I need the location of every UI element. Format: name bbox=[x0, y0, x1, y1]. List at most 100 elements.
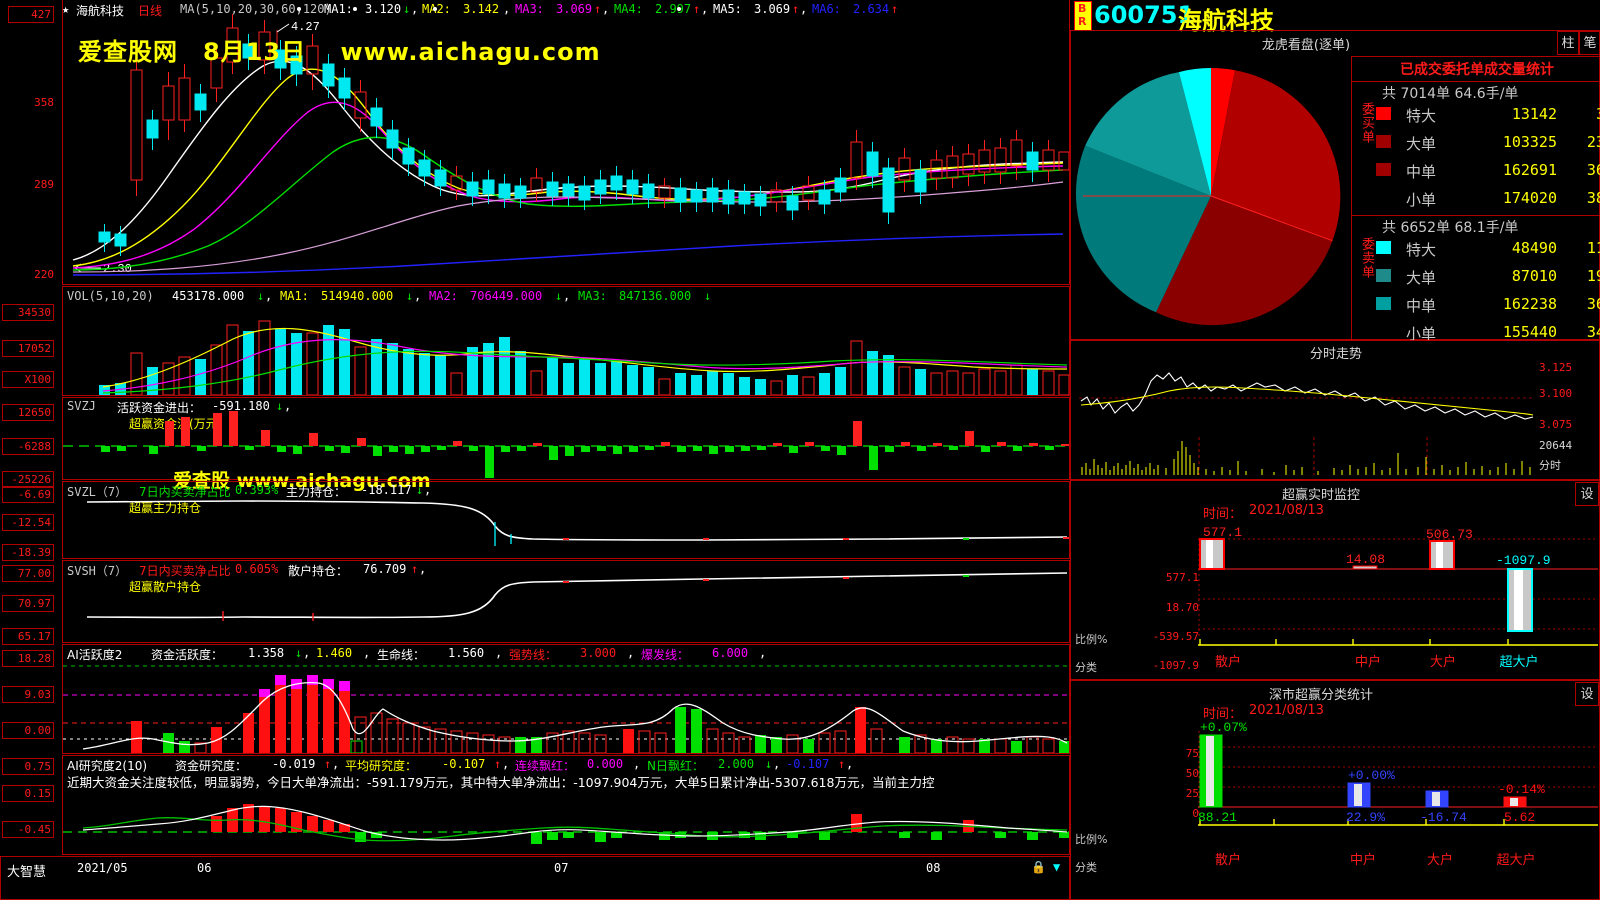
class-cat-1: 中户 bbox=[1349, 853, 1376, 868]
ai-research-f5-arrow: ↑ bbox=[838, 757, 846, 771]
ai-active-f1-comma: , bbox=[303, 646, 311, 660]
class-settings-button[interactable]: 设 bbox=[1575, 682, 1599, 706]
ma3-value: 3.069 bbox=[556, 2, 593, 16]
sell-value-0: 48490 bbox=[1511, 239, 1557, 257]
order-stats-table: 已成交委托单成交量统计 共 7014单 64.6手/单 委买单 特大 13142… bbox=[1351, 56, 1600, 343]
svzl-main-label: 主力持仓： bbox=[286, 485, 347, 499]
svzl-axis-tick-1: -12.54 bbox=[2, 514, 54, 531]
monitor-cat-3: 超大户 bbox=[1499, 655, 1539, 670]
buy-value-0: 13142 bbox=[1511, 105, 1557, 123]
app-name: 大智慧 bbox=[7, 865, 47, 880]
scroll-down-icon[interactable]: ▼ bbox=[1053, 860, 1061, 874]
vol-title: VOL(5,10,20) bbox=[67, 289, 154, 303]
ma6-arrow: ↑ bbox=[891, 2, 899, 16]
class-time-label: 时间： bbox=[1203, 707, 1243, 722]
svsh-panel[interactable]: SVSH（7） 7日内买卖净占比 0.605% 散户持仓： 76.709 ↑ ,… bbox=[62, 560, 1070, 643]
svsh-line-svg bbox=[86, 572, 1068, 621]
intraday-volume-svg bbox=[1081, 437, 1531, 475]
ai-research-code: AI研究度2(10) bbox=[67, 759, 148, 773]
svzl-comma: , bbox=[424, 483, 432, 497]
ai-research-f4-arrow: ↓ bbox=[765, 757, 773, 771]
buy-pct-2: 36% bbox=[1586, 161, 1600, 179]
svzj-axis-tick-0: 12650 bbox=[2, 404, 54, 421]
buy-swatch-1 bbox=[1376, 135, 1391, 148]
ai-active-f2-value: 1.460 bbox=[316, 646, 353, 660]
ma1-arrow: ↓ bbox=[403, 2, 411, 16]
bs-badge[interactable]: B R bbox=[1074, 1, 1092, 31]
intraday-panel[interactable]: 分时走势 3.125 3.100 3.075 bbox=[1070, 340, 1600, 480]
ai-research-f3-value: 0.000 bbox=[587, 757, 624, 771]
divider-1 bbox=[1352, 81, 1600, 82]
svzl-subtitle: 超赢主力持仓 bbox=[129, 501, 202, 515]
svzj-value: -591.180 bbox=[212, 399, 270, 413]
ma2-sep: , bbox=[503, 2, 511, 16]
star-icon[interactable]: ★ bbox=[62, 2, 70, 16]
order-stats-title: 已成交委托单成交量统计 bbox=[1400, 62, 1554, 78]
ai-research-axis-tick-1: 0.15 bbox=[2, 785, 54, 802]
vol-panel[interactable]: VOL(5,10,20) 453178.000 ↓ , MA1: 514940.… bbox=[62, 286, 1070, 396]
svzj-panel[interactable]: SVZJ 活跃资金进出： -591.180 ↓ , 超赢资金流(万元) 爱查股 … bbox=[62, 397, 1070, 492]
kline-price-axis: 427 358 289 220 bbox=[0, 0, 62, 285]
svzl-panel[interactable]: SVZL（7） 7日内买卖净占比 0.393% 主力持仓： -18.117 ↓ … bbox=[62, 481, 1070, 559]
ma5-arrow: ↑ bbox=[792, 2, 800, 16]
ai-research-f3-label: 连续飘红： bbox=[515, 759, 576, 773]
buy-row-1: 大单 103325 23% bbox=[1376, 131, 1600, 159]
ai-active-f5-comma: , bbox=[759, 646, 767, 660]
classification-panel[interactable]: 深市超赢分类统计 设 时间： 2021/08/13 75 50 25 0 比例%… bbox=[1070, 680, 1600, 900]
longhu-btn-zhu[interactable]: 柱 bbox=[1557, 31, 1579, 55]
class-cat-2: 大户 bbox=[1426, 853, 1453, 868]
ai-active-panel[interactable]: AI活跃度2 资金活跃度： 1.358 ↓ , 1.460 , 生命线： 1.5… bbox=[62, 644, 1070, 754]
vol-ma1-arrow: ↓ bbox=[406, 289, 414, 303]
ai-research-f3-comma: , bbox=[633, 757, 641, 771]
kline-chart[interactable]: 4.27 2.30 bbox=[62, 0, 1070, 285]
ai-research-f5-comma: , bbox=[846, 757, 854, 771]
ai-active-f5-value: 6.000 bbox=[712, 646, 749, 660]
monitor-time: 2021/08/13 bbox=[1249, 503, 1324, 518]
svsh-axis-tick-0: 77.00 bbox=[2, 565, 54, 582]
sell-swatch-2 bbox=[1376, 297, 1391, 310]
ai-research-panel[interactable]: AI研究度2(10) 资金研究度： -0.019 ↑ , 平均研究度： -0.1… bbox=[62, 755, 1070, 855]
svzl-arrow: ↓ bbox=[416, 483, 424, 497]
ai-research-f1-arrow: ↑ bbox=[324, 757, 332, 771]
monitor-settings-button[interactable]: 设 bbox=[1575, 482, 1599, 506]
sell-pct-2: 36% bbox=[1586, 295, 1600, 313]
class-axis-2: 25 bbox=[1185, 787, 1199, 800]
intraday-axis-2: 3.075 bbox=[1539, 418, 1573, 431]
svzj-axis: 12650 -6288 -25226 bbox=[0, 397, 62, 488]
longhu-btn-bi[interactable]: 笔 bbox=[1579, 31, 1600, 55]
date-axis-tick-3: 08 bbox=[926, 861, 941, 875]
sell-pct-1: 19% bbox=[1586, 267, 1600, 285]
buy-pct-0: 3% bbox=[1562, 105, 1600, 123]
svsh-axis-tick-1: 70.97 bbox=[2, 595, 54, 612]
vol-ma3-arrow: ↓ bbox=[704, 289, 712, 303]
ai-active-f4-value: 3.000 bbox=[580, 646, 617, 660]
monitor-panel[interactable]: 超赢实时监控 设 时间： 2021/08/13 577.1 18.70 -539… bbox=[1070, 480, 1600, 680]
vol-ma1-label: MA1: bbox=[280, 289, 309, 303]
longhu-panel[interactable]: 龙虎看盘(逐单) 柱 笔 已成交委托单成交量统计 共 7014单 64.6手/单… bbox=[1070, 30, 1600, 343]
vol-axis-tick-0: 34530 bbox=[2, 304, 54, 321]
svzl-main-value: -18.117 bbox=[361, 483, 412, 497]
vol-value: 453178.000 bbox=[172, 289, 245, 303]
vol-bars-svg bbox=[99, 320, 1069, 395]
class-bars-svg: +0.07% +0.00% -0.14% 88.21 22.9% -16.74 … bbox=[1198, 721, 1598, 826]
vol-sep1: , bbox=[414, 289, 422, 303]
monitor-axis-1: 18.70 bbox=[1165, 601, 1199, 614]
kline-period[interactable]: 日线 bbox=[138, 4, 163, 18]
sell-swatch-1 bbox=[1376, 269, 1391, 282]
intraday-title: 分时走势 bbox=[1309, 347, 1362, 362]
ai-research-f2-comma: , bbox=[502, 757, 510, 771]
svzl-line-svg bbox=[86, 500, 1069, 546]
monitor-cat-2: 大户 bbox=[1429, 655, 1456, 670]
intraday-foot-label: 分时 bbox=[1539, 459, 1561, 472]
ai-research-f4-comma: , bbox=[773, 757, 781, 771]
svzj-label: 活跃资金进出： bbox=[117, 401, 202, 415]
monitor-axis-3: -1097.9 bbox=[1152, 659, 1199, 672]
ai-active-axis-tick-2: 0.00 bbox=[2, 722, 54, 739]
svsh-axis: 77.00 70.97 65.17 bbox=[0, 560, 62, 645]
lock-icon[interactable]: 🔒 bbox=[1031, 860, 1046, 874]
vol-ma2-arrow: ↓ bbox=[555, 289, 563, 303]
svzl-net-label: 7日内买卖净占比 bbox=[139, 485, 231, 499]
class-axis-1: 50 bbox=[1185, 767, 1199, 780]
buy-name-2: 中单 bbox=[1406, 163, 1437, 181]
